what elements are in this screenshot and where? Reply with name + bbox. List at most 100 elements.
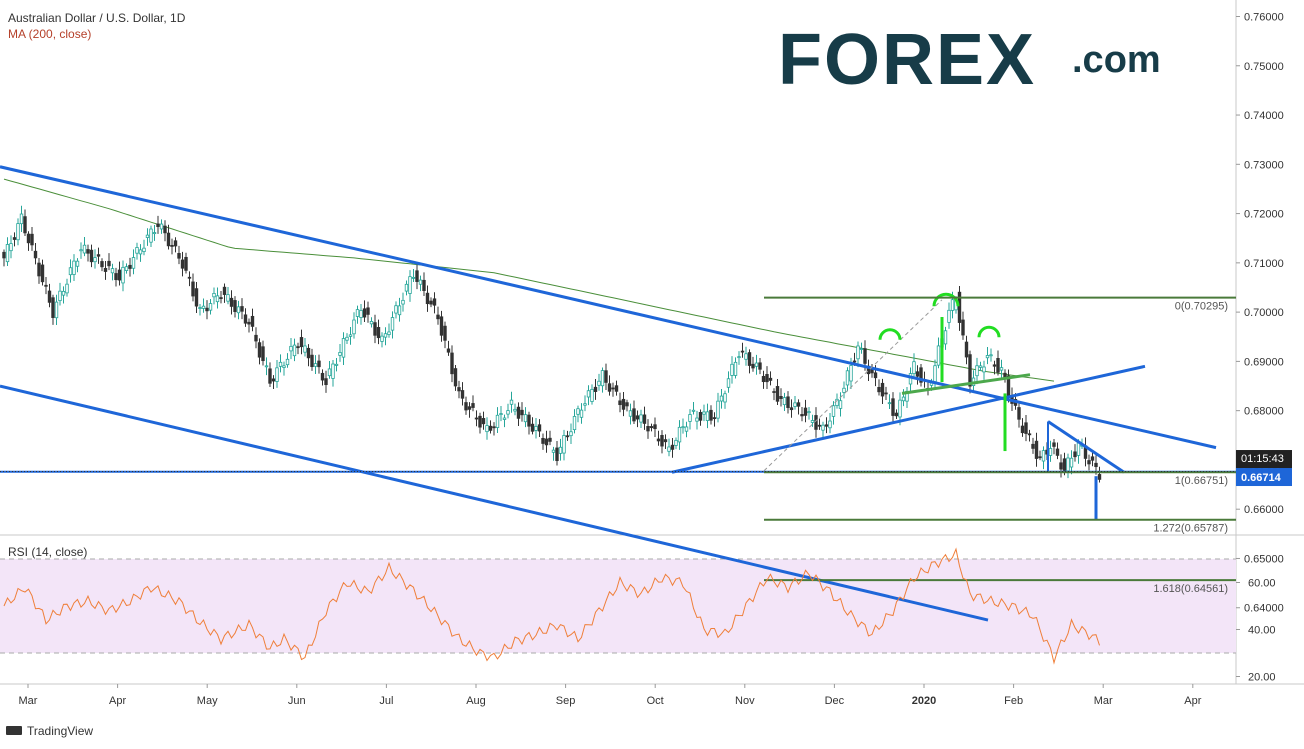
candle-body [975,365,979,377]
candle-body [341,338,346,358]
candle-body [306,347,311,359]
candle-body [243,314,248,324]
time-tick-label: Mar [19,695,38,707]
candle-body [369,321,374,325]
candle-body [103,267,108,272]
candle-body [348,334,353,337]
candle-body [646,426,650,432]
fibonacci-levels: 0(0.70295) 1(0.66751) 1.272(0.65787) 1.618(… [764,296,1236,595]
candle-body [355,309,360,317]
candle-body [817,424,822,427]
candle-body [719,395,724,402]
time-tick-label: May [197,695,218,707]
candle-body [40,264,45,283]
candle-body [439,316,444,336]
candle-body [159,223,164,230]
rsi-legend: RSI (14, close) [8,545,87,559]
candle-body [1062,458,1067,471]
candle-body [16,223,20,241]
candle-body [1090,456,1095,461]
candle-body [292,344,297,357]
candle-body [723,393,727,403]
price-axis[interactable]: 0.640000.650000.660000.670000.680000.690… [1236,12,1284,615]
candle-body [1097,474,1102,480]
candle-body [1020,425,1025,434]
time-axis[interactable]: Mar Apr May Jun Jul Aug Sep Oct Nov Dec 2020 Feb Mar… [19,684,1202,707]
candle-body [401,299,405,305]
candle-body [82,244,87,254]
rsi-tick-label: 60.00 [1248,578,1276,590]
candle-body [618,400,622,406]
candle-body [198,307,202,309]
candle-body [2,251,6,259]
candle-body [786,396,790,408]
candle-body [586,390,591,398]
price-tick-label: 0.69000 [1244,356,1284,368]
candle-body [509,399,514,405]
fib-level-label: 1.618(0.64561) [1153,583,1228,595]
candle-body [821,424,825,431]
candle-body [793,402,797,407]
price-tick-label: 0.73000 [1244,159,1284,171]
price-tick-label: 0.70000 [1244,307,1284,319]
head-arc [932,292,960,307]
candle-body [674,439,678,446]
tradingview-brand[interactable]: TradingView [6,724,93,738]
price-badges: 0.6676601:15:430.66714 [0,450,1292,487]
candle-body [114,273,118,281]
candle-body [191,281,195,297]
candle-body [912,361,916,375]
candle-body [138,249,143,255]
candle-body [436,314,440,320]
candle-body [859,348,864,350]
candle-body [324,378,328,386]
candle-body [166,232,171,247]
candle-body [632,408,636,422]
candle-body [901,396,906,402]
candle-body [86,249,90,254]
candle-body [537,424,542,432]
candle-body [338,352,342,356]
rsi-axis[interactable]: 20.00 40.00 60.00 [1236,578,1276,684]
candle-body [100,261,104,268]
candle-body [460,390,465,399]
candle-body [873,372,878,379]
time-tick-label: Nov [735,695,755,707]
candle-body [828,420,832,429]
candle-body [670,444,675,450]
candle-body [145,234,150,238]
candle-body [677,426,682,443]
candle-body [702,411,706,415]
candle-body [131,257,136,269]
candle-body [457,387,461,392]
candle-body [1017,407,1021,420]
candle-body [152,232,157,235]
candle-body [467,406,472,410]
time-tick-label: Apr [109,695,126,707]
candle-body [555,447,559,462]
candle-body [569,431,573,437]
candle-body [1031,443,1035,449]
countdown-value: 01:15:43 [1241,453,1284,465]
candle-body [877,386,881,393]
main-panel[interactable] [0,0,1236,534]
candle-body [1038,456,1042,459]
candle-body [964,341,969,358]
fib-level-label: 0(0.70295) [1175,301,1228,313]
candle-body [289,345,293,352]
candle-body [121,266,125,284]
candle-body [810,420,815,423]
candle-body [856,345,860,360]
candle-body [716,400,720,419]
candle-body [75,260,80,267]
rsi-line [3,547,1100,665]
candle-body [684,426,689,432]
right-shoulder-arc [977,325,1001,338]
logo-text: FOREX [778,20,1036,100]
candle-body [789,407,794,411]
time-tick-label: Aug [466,695,486,707]
candle-body [968,354,972,387]
candle-body [754,362,759,367]
candle-body [320,372,325,381]
